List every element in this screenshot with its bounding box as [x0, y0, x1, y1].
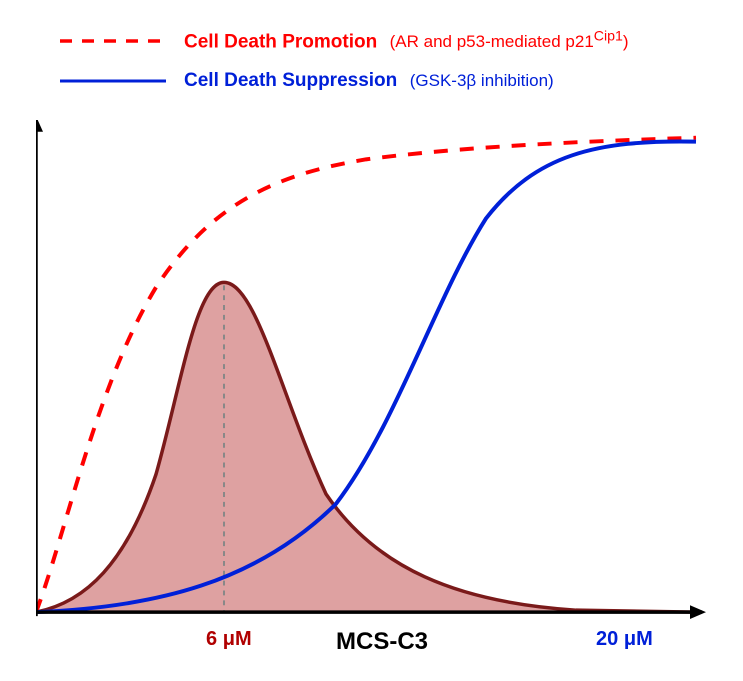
legend-label-promotion-sub: (AR and p53-mediated p21Cip1)	[390, 32, 629, 51]
legend-label-promotion-main: Cell Death Promotion	[184, 31, 377, 52]
legend: Cell Death Promotion (AR and p53-mediate…	[60, 28, 629, 108]
legend-row-promotion: Cell Death Promotion (AR and p53-mediate…	[60, 28, 629, 54]
legend-label-suppression-main: Cell Death Suppression	[184, 70, 397, 91]
legend-row-suppression: Cell Death Suppression (GSK-3β inhibitio…	[60, 68, 629, 94]
legend-line-suppression	[60, 69, 166, 93]
legend-label-promotion: Cell Death Promotion (AR and p53-mediate…	[184, 29, 629, 54]
x-label-20um: 20 μM	[596, 628, 653, 651]
chart-svg	[36, 120, 706, 620]
y-axis-arrow	[36, 120, 43, 132]
peak-fill	[36, 282, 696, 612]
legend-label-suppression: Cell Death Suppression (GSK-3β inhibitio…	[184, 70, 554, 92]
x-label-title: MCS-C3	[336, 628, 428, 656]
legend-label-suppression-sub: (GSK-3β inhibition)	[410, 71, 554, 90]
legend-line-promotion	[60, 29, 166, 53]
chart-container: Cell Death Promotion (AR and p53-mediate…	[0, 0, 743, 681]
x-axis-arrow	[690, 605, 706, 619]
x-label-6um: 6 μM	[206, 628, 252, 651]
